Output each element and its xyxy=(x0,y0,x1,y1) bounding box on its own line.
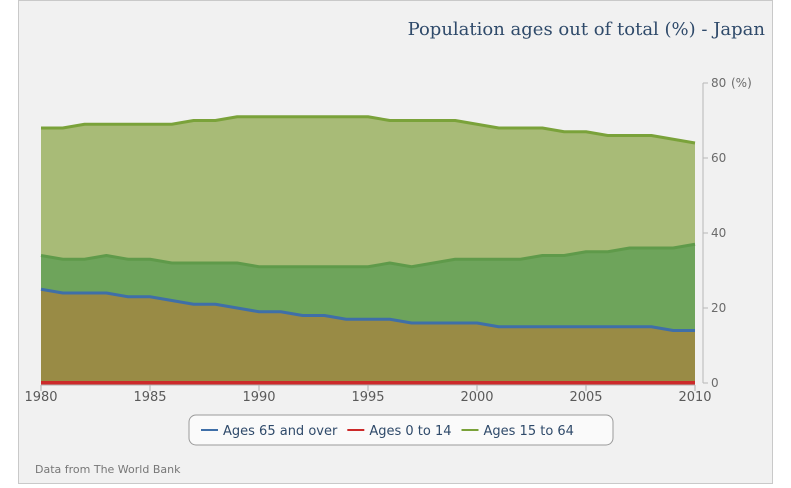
legend-label: Ages 0 to 14 xyxy=(369,424,451,439)
legend-item[interactable]: Ages 15 to 64 xyxy=(461,424,574,439)
x-tick-label: 2000 xyxy=(460,390,493,405)
axes: 0 20 40 60 80 (%) 1980 1985 1990 1995 2000 2005 2010 xyxy=(24,76,751,405)
area-series-0 xyxy=(41,289,695,383)
legend-item[interactable]: Ages 0 to 14 xyxy=(347,424,452,439)
y-tick-label: 60 xyxy=(711,151,726,165)
legend-item[interactable]: Ages 65 and over xyxy=(201,424,338,439)
chart-frame: Population ages out of total (%) - Japan… xyxy=(18,0,773,484)
legend[interactable]: Ages 65 and over Ages 0 to 14 Ages 15 to 6… xyxy=(188,414,614,446)
y-tick-label: 40 xyxy=(711,226,726,240)
series-0 xyxy=(40,287,696,383)
x-tick-label: 2010 xyxy=(678,390,711,405)
x-tick-label: 1990 xyxy=(242,390,275,405)
x-tick-label: 1995 xyxy=(351,390,384,405)
plot-area xyxy=(40,115,696,385)
chart: Population ages out of total (%) - Japan… xyxy=(24,19,766,476)
chart-title: Population ages out of total (%) - Japan xyxy=(408,19,766,40)
y-tick-label: 80 xyxy=(711,76,726,90)
y-axis-unit: (%) xyxy=(731,76,752,90)
x-tick-label: 1985 xyxy=(133,390,166,405)
legend-label: Ages 65 and over xyxy=(223,424,338,439)
y-tick-label: 0 xyxy=(711,376,719,390)
x-tick-label: 1980 xyxy=(24,390,57,405)
legend-label: Ages 15 to 64 xyxy=(484,424,574,439)
source-note: Data from The World Bank xyxy=(35,463,181,476)
legend-box xyxy=(188,414,614,446)
x-tick-label: 2005 xyxy=(569,390,602,405)
y-tick-label: 20 xyxy=(711,301,726,315)
